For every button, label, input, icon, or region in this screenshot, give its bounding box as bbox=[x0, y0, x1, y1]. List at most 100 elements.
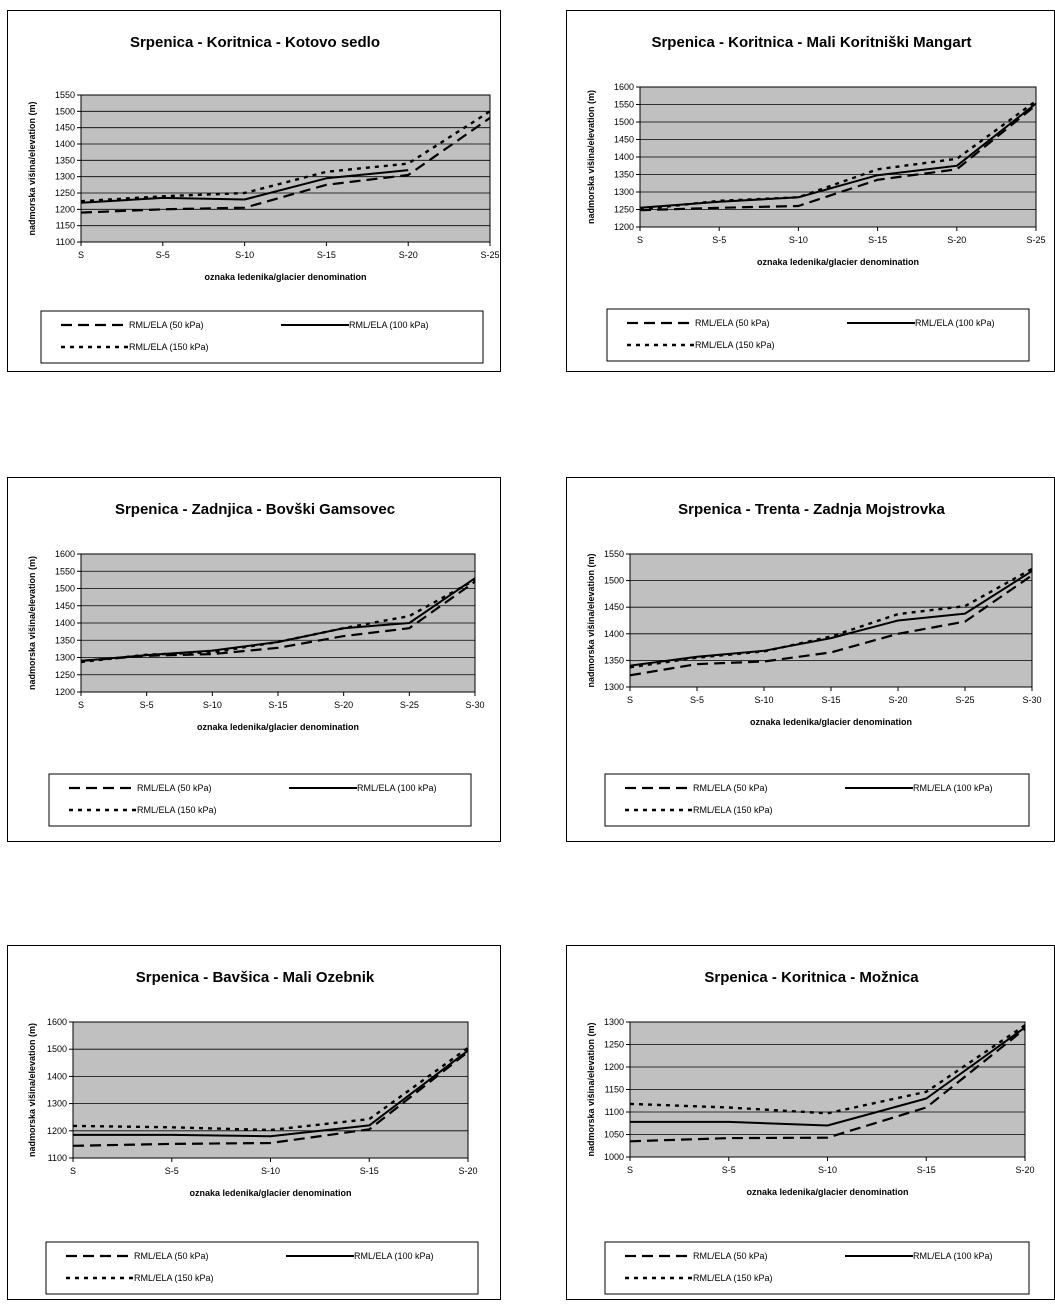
series-line-s150 bbox=[629, 1024, 1026, 1115]
y-axis-title: nadmorska višina/elevation (m) bbox=[586, 90, 596, 224]
series-line-s150 bbox=[639, 100, 1037, 211]
x-tick-label: S bbox=[70, 1166, 76, 1176]
y-tick-label: 1350 bbox=[55, 155, 75, 165]
y-tick-label: 1150 bbox=[605, 1085, 624, 1095]
x-tick-label: S-10 bbox=[203, 700, 222, 710]
legend-label-s100: RML/ELA (100 kPa) bbox=[913, 1251, 993, 1261]
chart-svg: Srpenica - Koritnica - Kotovo sedlo 1100 1… bbox=[27, 34, 500, 364]
y-tick-label: 1200 bbox=[55, 204, 75, 214]
series-line-s150 bbox=[72, 1046, 469, 1132]
y-axis-title: nadmorska višina/elevation (m) bbox=[27, 101, 37, 235]
series-line-s50 bbox=[80, 580, 476, 662]
legend-label-s100: RML/ELA (100 kPa) bbox=[349, 320, 429, 330]
y-tick-label: 1200 bbox=[604, 1062, 624, 1072]
y-tick-label: 1050 bbox=[604, 1130, 624, 1140]
chart-svg: Srpenica - Trenta - Zadnja Mojstrovka 130… bbox=[586, 501, 1042, 827]
y-tick-label: 1300 bbox=[55, 172, 75, 182]
x-tick-label: S-10 bbox=[261, 1166, 280, 1176]
x-tick-label: S-20 bbox=[888, 695, 907, 705]
legend-label-s150: RML/ELA (150 kPa) bbox=[695, 340, 775, 350]
x-tick-label: S-15 bbox=[917, 1165, 936, 1175]
series-line-s50 bbox=[72, 1051, 469, 1147]
y-tick-label: 1550 bbox=[614, 100, 634, 110]
x-tick-label: S-20 bbox=[334, 700, 353, 710]
legend-label-s50: RML/ELA (50 kPa) bbox=[695, 318, 770, 328]
x-tick-label: S bbox=[627, 1165, 633, 1175]
legend-label-s100: RML/ELA (100 kPa) bbox=[913, 783, 993, 793]
x-tick-label: S-5 bbox=[165, 1166, 179, 1176]
x-tick-label: S-25 bbox=[400, 700, 419, 710]
x-tick-label: S-5 bbox=[722, 1165, 736, 1175]
x-tick-label: S-15 bbox=[360, 1166, 379, 1176]
chart-title: Srpenica - Koritnica - Mali Koritniški M… bbox=[651, 34, 971, 51]
chart-panel: Srpenica - Koritnica - Mali Koritniški M… bbox=[566, 10, 1055, 372]
y-tick-label: 1500 bbox=[55, 584, 75, 594]
series-line-s50 bbox=[80, 116, 491, 214]
y-tick-label: 1100 bbox=[48, 1153, 67, 1163]
x-tick-label: S-20 bbox=[1015, 1165, 1034, 1175]
chart-title: Srpenica - Trenta - Zadnja Mojstrovka bbox=[678, 501, 945, 518]
x-axis-title: oznaka ledenika/glacier denomination bbox=[750, 717, 912, 727]
legend-label-s50: RML/ELA (50 kPa) bbox=[134, 1251, 209, 1261]
chart-panel: Srpenica - Koritnica - Kotovo sedlo 1100 1… bbox=[7, 10, 501, 372]
chart-svg: Srpenica - Koritnica - Mali Koritniški M… bbox=[586, 34, 1046, 362]
y-axis-title: nadmorska višina/elevation (m) bbox=[27, 1023, 37, 1157]
legend-box bbox=[604, 773, 1030, 827]
x-tick-label: S bbox=[637, 235, 643, 245]
y-tick-label: 1300 bbox=[55, 653, 75, 663]
y-tick-label: 1550 bbox=[604, 549, 624, 559]
legend-label-s50: RML/ELA (50 kPa) bbox=[693, 1251, 768, 1261]
x-tick-label: S-5 bbox=[690, 695, 704, 705]
y-tick-label: 1350 bbox=[55, 635, 75, 645]
y-tick-label: 1300 bbox=[604, 682, 624, 692]
x-axis-title: oznaka ledenika/glacier denomination bbox=[746, 1187, 908, 1197]
legend-box bbox=[604, 1241, 1030, 1295]
legend-label-s150: RML/ELA (150 kPa) bbox=[693, 805, 773, 815]
series-line-s100 bbox=[80, 169, 409, 204]
y-tick-label: 1100 bbox=[56, 237, 75, 247]
x-tick-label: S-20 bbox=[458, 1166, 477, 1176]
y-tick-label: 1400 bbox=[55, 618, 75, 628]
y-tick-label: 1250 bbox=[55, 670, 75, 680]
y-tick-label: 1350 bbox=[614, 170, 634, 180]
x-tick-label: S-15 bbox=[317, 250, 336, 260]
y-tick-label: 1450 bbox=[55, 123, 75, 133]
y-tick-label: 1100 bbox=[605, 1107, 624, 1117]
legend-box bbox=[45, 1241, 479, 1295]
legend-label-s50: RML/ELA (50 kPa) bbox=[137, 783, 212, 793]
chart-panel: Srpenica - Zadnjica - Bovški Gamsovec 120… bbox=[7, 477, 501, 842]
y-tick-label: 1600 bbox=[614, 82, 634, 92]
legend-label-s50: RML/ELA (50 kPa) bbox=[129, 320, 204, 330]
x-tick-label: S-20 bbox=[947, 235, 966, 245]
x-axis-title: oznaka ledenika/glacier denomination bbox=[757, 257, 919, 267]
y-tick-label: 1250 bbox=[55, 188, 75, 198]
y-tick-label: 1500 bbox=[55, 106, 75, 116]
x-tick-label: S-5 bbox=[140, 700, 154, 710]
chart-title: Srpenica - Koritnica - Možnica bbox=[704, 969, 919, 986]
x-tick-label: S-10 bbox=[235, 250, 254, 260]
x-tick-label: S-10 bbox=[818, 1165, 837, 1175]
x-tick-label: S-25 bbox=[1026, 235, 1045, 245]
x-tick-label: S-20 bbox=[399, 250, 418, 260]
x-tick-label: S-25 bbox=[480, 250, 499, 260]
chart-svg: Srpenica - Bavšica - Mali Ozebnik 1100 120… bbox=[27, 969, 479, 1295]
series-line-s100 bbox=[630, 1026, 1026, 1127]
x-axis-title: oznaka ledenika/glacier denomination bbox=[204, 272, 366, 282]
x-tick-label: S-15 bbox=[868, 235, 887, 245]
x-tick-label: S-10 bbox=[754, 695, 773, 705]
x-axis-title: oznaka ledenika/glacier denomination bbox=[197, 722, 359, 732]
y-tick-label: 1450 bbox=[604, 602, 624, 612]
x-tick-label: S bbox=[627, 695, 633, 705]
y-tick-label: 1300 bbox=[47, 1099, 67, 1109]
y-tick-label: 1550 bbox=[55, 90, 75, 100]
chart-panel: Srpenica - Trenta - Zadnja Mojstrovka 130… bbox=[566, 477, 1055, 842]
y-tick-label: 1000 bbox=[604, 1152, 624, 1162]
y-tick-label: 1250 bbox=[604, 1040, 624, 1050]
legend-box bbox=[48, 773, 472, 827]
y-tick-label: 1300 bbox=[604, 1017, 624, 1027]
chart-panel: Srpenica - Bavšica - Mali Ozebnik 1100 120… bbox=[7, 945, 501, 1300]
y-tick-label: 1500 bbox=[604, 576, 624, 586]
x-tick-label: S-10 bbox=[789, 235, 808, 245]
x-tick-label: S-30 bbox=[465, 700, 484, 710]
chart-title: Srpenica - Koritnica - Kotovo sedlo bbox=[130, 34, 380, 51]
